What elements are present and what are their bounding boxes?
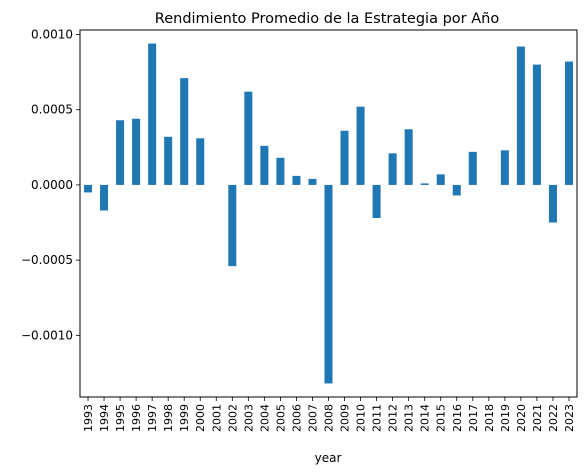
x-tick-label: 1999 bbox=[178, 404, 191, 432]
chart-title: Rendimiento Promedio de la Estrategia po… bbox=[155, 11, 500, 27]
bar-2022 bbox=[548, 184, 557, 223]
x-tick-label: 2023 bbox=[563, 404, 576, 432]
bar-2005 bbox=[276, 157, 285, 185]
bar-2021 bbox=[532, 64, 541, 185]
x-tick-label: 2015 bbox=[435, 404, 448, 432]
x-tick-label: 1997 bbox=[146, 404, 159, 432]
x-tick-label: 2005 bbox=[274, 404, 287, 432]
x-tick-label: 1994 bbox=[98, 404, 111, 432]
x-tick-label: 2010 bbox=[355, 404, 368, 432]
x-tick-label: 1998 bbox=[162, 404, 175, 432]
bar-1996 bbox=[132, 118, 141, 185]
bar-2016 bbox=[452, 184, 461, 196]
bar-2023 bbox=[564, 61, 573, 185]
x-tick-label: 2003 bbox=[242, 404, 255, 432]
x-tick-label: 2019 bbox=[499, 404, 512, 432]
x-tick-label: 2021 bbox=[531, 404, 544, 432]
bar-1998 bbox=[164, 136, 173, 185]
x-axis: 1993 1994 1995 1996 1997 1998 1999 2000 2001 2002… bbox=[82, 397, 576, 432]
bar-1993 bbox=[84, 184, 93, 193]
bar-2008 bbox=[324, 184, 333, 384]
bars-group bbox=[84, 43, 573, 384]
x-tick-label: 2018 bbox=[483, 404, 496, 432]
x-tick-label: 2022 bbox=[547, 404, 560, 432]
bar-2003 bbox=[244, 91, 253, 185]
bar-2017 bbox=[468, 151, 477, 185]
y-tick-label: −0.0005 bbox=[21, 253, 73, 267]
bar-1997 bbox=[148, 43, 157, 185]
x-tick-label: 2013 bbox=[403, 404, 416, 432]
bar-2020 bbox=[516, 46, 525, 185]
bar-2000 bbox=[196, 138, 205, 185]
x-tick-label: 2002 bbox=[226, 404, 239, 432]
x-tick-label: 2007 bbox=[306, 404, 319, 432]
x-tick-label: 2004 bbox=[258, 404, 271, 432]
x-tick-label: 1995 bbox=[114, 404, 127, 432]
y-tick-label: 0.0000 bbox=[31, 178, 73, 192]
x-tick-label: 2000 bbox=[194, 404, 207, 432]
x-tick-label: 2020 bbox=[515, 404, 528, 432]
x-tick-label: 1993 bbox=[82, 404, 95, 432]
x-tick-label: 2017 bbox=[467, 404, 480, 432]
x-tick-label: 2011 bbox=[371, 404, 384, 432]
bar-2010 bbox=[356, 106, 365, 185]
bar-2009 bbox=[340, 130, 349, 185]
y-tick-label: 0.0010 bbox=[31, 28, 73, 42]
y-tick-label: 0.0005 bbox=[31, 103, 73, 117]
bar-2012 bbox=[388, 153, 397, 185]
bar-2004 bbox=[260, 145, 269, 185]
bar-2007 bbox=[308, 178, 317, 185]
bar-2002 bbox=[228, 184, 237, 267]
x-tick-label: 2006 bbox=[290, 404, 303, 432]
y-axis: 0.0010 0.0005 0.0000 −0.0005 −0.0010 bbox=[21, 28, 80, 342]
x-tick-label: 2016 bbox=[451, 404, 464, 432]
bar-2011 bbox=[372, 184, 381, 219]
bar-1994 bbox=[100, 184, 109, 211]
x-tick-label: 2008 bbox=[323, 404, 336, 432]
x-tick-label: 2014 bbox=[419, 404, 432, 432]
bar-2013 bbox=[404, 129, 413, 185]
x-tick-label: 2001 bbox=[210, 404, 223, 432]
x-axis-label: year bbox=[315, 451, 342, 465]
bar-2015 bbox=[436, 174, 445, 185]
x-tick-label: 2009 bbox=[339, 404, 352, 432]
x-tick-label: 1996 bbox=[130, 404, 143, 432]
bar-2014 bbox=[420, 183, 429, 185]
bar-1995 bbox=[116, 120, 125, 185]
y-tick-label: −0.0010 bbox=[21, 328, 73, 342]
bar-2006 bbox=[292, 175, 301, 185]
x-tick-label: 2012 bbox=[387, 404, 400, 432]
bar-2019 bbox=[500, 150, 509, 185]
bar-1999 bbox=[180, 78, 189, 185]
